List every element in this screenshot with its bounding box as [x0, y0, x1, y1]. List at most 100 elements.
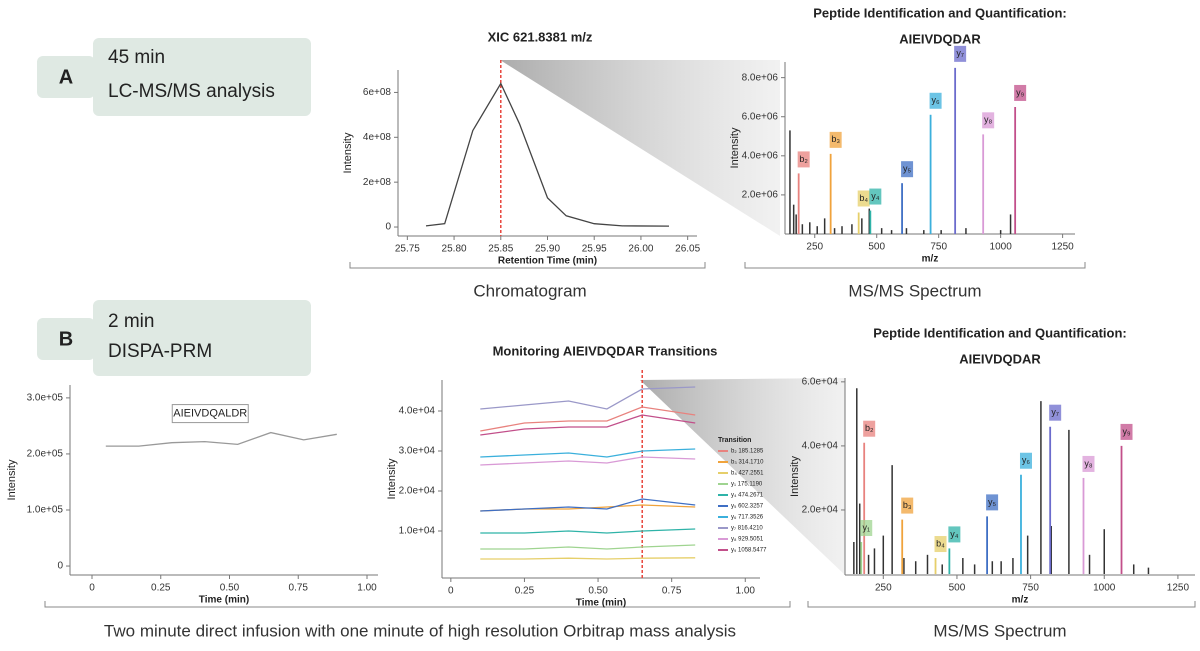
- panel-label: A: [59, 66, 73, 88]
- peak-label-box: [863, 420, 876, 437]
- x-tick-label: 0.75: [289, 583, 309, 594]
- peak-label-box: [1049, 404, 1062, 421]
- x-tick-label: 0.75: [662, 586, 682, 597]
- x-tick-label: 250: [875, 583, 892, 594]
- y-tick-label: 6e+08: [363, 87, 392, 98]
- panel-label-box: [37, 318, 95, 360]
- y-tick-label: 8.0e+06: [742, 72, 779, 83]
- bracket: [44, 601, 791, 608]
- peak-label-box: [986, 494, 999, 511]
- bracket: [807, 601, 1196, 608]
- peak-label: b₄: [859, 193, 868, 203]
- legend-label: y₈ 929.5051: [731, 537, 764, 543]
- x-tick-label: 1.00: [736, 586, 756, 597]
- peak-label: y₄: [950, 529, 959, 539]
- x-tick-label: 0: [89, 583, 95, 594]
- y-tick-label: 4.0e+06: [742, 150, 779, 161]
- line: [480, 528, 696, 534]
- x-axis-label: Time (min): [199, 595, 249, 606]
- peak-label: y₇: [956, 48, 964, 58]
- y-tick-label: 0: [385, 222, 391, 233]
- y-tick-label: 3.0e+05: [27, 393, 64, 404]
- x-tick-label: 25.90: [535, 244, 560, 255]
- caption: Two minute direct infusion with one minu…: [104, 621, 736, 640]
- legend-label: b₄ 427.2551: [731, 471, 764, 477]
- peak-label: b₃: [903, 500, 912, 510]
- zoom-wedge: [500, 60, 780, 236]
- peak-label: b₄: [936, 538, 945, 548]
- y-axis-label: Intensity: [342, 132, 354, 173]
- peak-label-box: [857, 190, 870, 207]
- caption: MS/MS Spectrum: [933, 621, 1066, 640]
- peak-label-box: [860, 520, 873, 537]
- panel-label-box: [37, 56, 95, 98]
- peak-label: y₁: [862, 522, 870, 532]
- y-tick-label: 2.0e+05: [27, 449, 64, 460]
- panel-box: [93, 38, 311, 116]
- x-tick-label: 25.85: [488, 244, 513, 255]
- legend-label: y₆ 717.3526: [731, 515, 764, 521]
- line: [480, 557, 696, 560]
- peak-label-box: [901, 161, 914, 178]
- x-axis-label: Retention Time (min): [498, 256, 597, 267]
- legend-label: b₂ 185.1285: [731, 449, 764, 455]
- line: [425, 82, 670, 227]
- y-tick-label: 1.0e+05: [27, 505, 64, 516]
- line: [480, 544, 696, 550]
- peak-label-box: [1082, 455, 1095, 472]
- legend-label: y₅ 602.3257: [731, 504, 764, 510]
- peak-label: b₂: [865, 423, 874, 433]
- peak-label: y₇: [1051, 407, 1059, 417]
- legend-label: y₉ 1058.5477: [731, 548, 767, 554]
- peak-label-box: [929, 92, 942, 109]
- y-tick-label: 4.0e+04: [399, 406, 436, 417]
- peak-label-box: [1120, 423, 1133, 440]
- y-tick-label: 4.0e+04: [802, 441, 839, 452]
- peak-label-box: [982, 112, 995, 129]
- y-axis-label: Intensity: [789, 456, 801, 497]
- panel-text: 2 min: [108, 311, 154, 332]
- panel-text: LC-MS/MS analysis: [108, 81, 275, 102]
- bracket: [744, 262, 1086, 269]
- peak-label-box: [829, 131, 842, 148]
- chart-subtitle: AIEIVDQDAR: [899, 31, 981, 46]
- y-axis-label: Intensity: [6, 459, 18, 500]
- peak-label-box: [797, 151, 810, 168]
- peak-label-box: [954, 45, 967, 62]
- peak-label-box: [948, 526, 961, 543]
- legend-label: y₇ 816.4210: [731, 526, 763, 532]
- line: [480, 406, 696, 432]
- peak-label: y₆: [932, 95, 941, 105]
- zoom-wedge: [640, 378, 845, 575]
- peak-label: y₈: [984, 115, 993, 125]
- x-tick-label: 500: [949, 583, 966, 594]
- peak-label: y₈: [1084, 458, 1093, 468]
- line: [480, 456, 696, 466]
- line: [480, 414, 696, 436]
- x-axis-label: Time (min): [576, 598, 626, 609]
- panel-label: B: [59, 328, 73, 350]
- x-tick-label: 750: [930, 242, 947, 253]
- y-tick-label: 3.0e+04: [399, 446, 436, 457]
- legend-title: Transition: [718, 437, 751, 444]
- peak-label: b₃: [831, 134, 840, 144]
- x-tick-label: 25.75: [395, 244, 420, 255]
- line: [480, 386, 696, 410]
- peak-label-box: [1019, 452, 1032, 469]
- peak-label: y₆: [1022, 455, 1031, 465]
- x-axis-label: m/z: [1012, 595, 1029, 606]
- chart-title: Monitoring AIEIVDQDAR Transitions: [493, 343, 718, 358]
- line: [480, 448, 696, 458]
- x-tick-label: 0.25: [151, 583, 171, 594]
- annotation-box: [171, 404, 249, 424]
- peak-label-box: [1014, 84, 1027, 101]
- line: [105, 431, 337, 447]
- panel-text: DISPA-PRM: [108, 341, 212, 362]
- x-tick-label: 0.50: [220, 583, 240, 594]
- y-axis-label: Intensity: [386, 458, 398, 499]
- annotation: AIEIVDQALDR: [173, 407, 247, 419]
- x-tick-label: 0.50: [588, 586, 608, 597]
- peak-label-box: [901, 497, 914, 514]
- peak-label-box: [934, 536, 947, 553]
